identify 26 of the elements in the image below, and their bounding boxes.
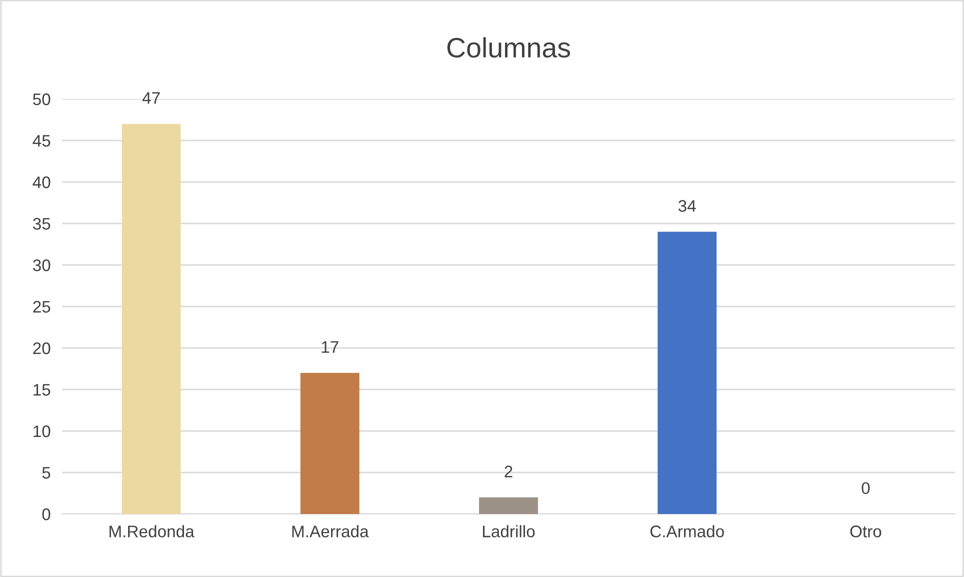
x-tick-label: Ladrillo: [483, 525, 535, 538]
data-label: 47: [142, 92, 160, 104]
chart-title: Columnas: [447, 37, 570, 58]
y-tick-label: 0: [42, 508, 50, 520]
data-label: 0: [862, 482, 870, 494]
data-label: 2: [504, 466, 512, 478]
data-label: 17: [322, 341, 338, 353]
bar: [300, 372, 360, 514]
x-tick-label: C.Armado: [650, 525, 724, 538]
x-tick-label: M.Aerrada: [292, 525, 369, 538]
y-tick-label: 40: [32, 176, 50, 188]
bar: [658, 232, 717, 514]
x-tick-label: Otro: [850, 526, 882, 538]
data-label: 34: [678, 200, 696, 212]
bar: [122, 124, 181, 514]
bar: [479, 497, 538, 514]
y-tick-label: 10: [34, 425, 50, 438]
x-tick-label: M.Redonda: [110, 525, 194, 538]
y-tick-label: 30: [32, 259, 50, 272]
y-tick-label: 25: [33, 300, 50, 313]
y-tick-label: 50: [33, 93, 50, 106]
y-tick-label: 35: [32, 218, 50, 230]
y-tick-label: 45: [32, 135, 50, 147]
y-tick-label: 20: [33, 342, 50, 354]
y-tick-label: 5: [42, 467, 50, 479]
y-tick-label: 15: [34, 384, 50, 396]
